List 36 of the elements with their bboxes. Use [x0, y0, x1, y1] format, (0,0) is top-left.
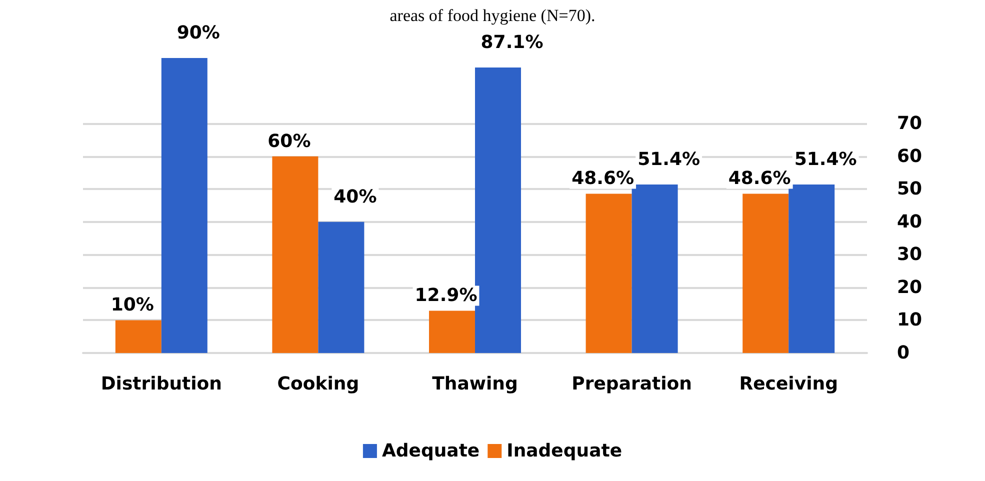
x-tick-label: Distribution [100, 374, 222, 394]
bar [272, 156, 318, 353]
data-label: 48.6% [728, 168, 791, 190]
data-label: 10% [110, 294, 154, 316]
bar [788, 184, 835, 353]
y-tick-label: 30 [897, 244, 922, 266]
data-label: 51.4% [638, 149, 700, 170]
data-label: 40% [334, 186, 377, 208]
y-tick-label: 10 [897, 310, 922, 331]
x-tick-label: Preparation [572, 374, 692, 394]
chart-title: areas of food hygiene (N=70). [390, 6, 596, 25]
data-label: 87.1% [480, 32, 544, 54]
bar [632, 184, 678, 353]
y-tick-label: 20 [897, 276, 922, 298]
data-label: 90% [176, 22, 220, 44]
x-tick-label: Receiving [739, 374, 838, 394]
legend-label: Adequate [382, 440, 480, 462]
bar [742, 194, 789, 353]
y-tick-label: 50 [897, 178, 922, 200]
bar [475, 68, 521, 353]
data-label: 60% [268, 130, 311, 152]
bar [318, 222, 364, 353]
bar [429, 310, 475, 353]
bar [161, 58, 208, 353]
data-label: 48.6% [572, 168, 634, 190]
data-label: 51.4% [794, 149, 857, 170]
y-tick-label: 40 [897, 211, 922, 232]
legend-label: Inadequate [506, 440, 622, 462]
x-tick-label: Thawing [432, 374, 518, 394]
y-tick-label: 70 [897, 113, 922, 134]
data-label: 12.9% [414, 285, 478, 306]
bar [115, 320, 162, 353]
x-tick-label: Cooking [277, 374, 360, 394]
bar [586, 194, 632, 353]
y-tick-label: 0 [897, 342, 910, 364]
y-tick-label: 60 [897, 146, 922, 167]
